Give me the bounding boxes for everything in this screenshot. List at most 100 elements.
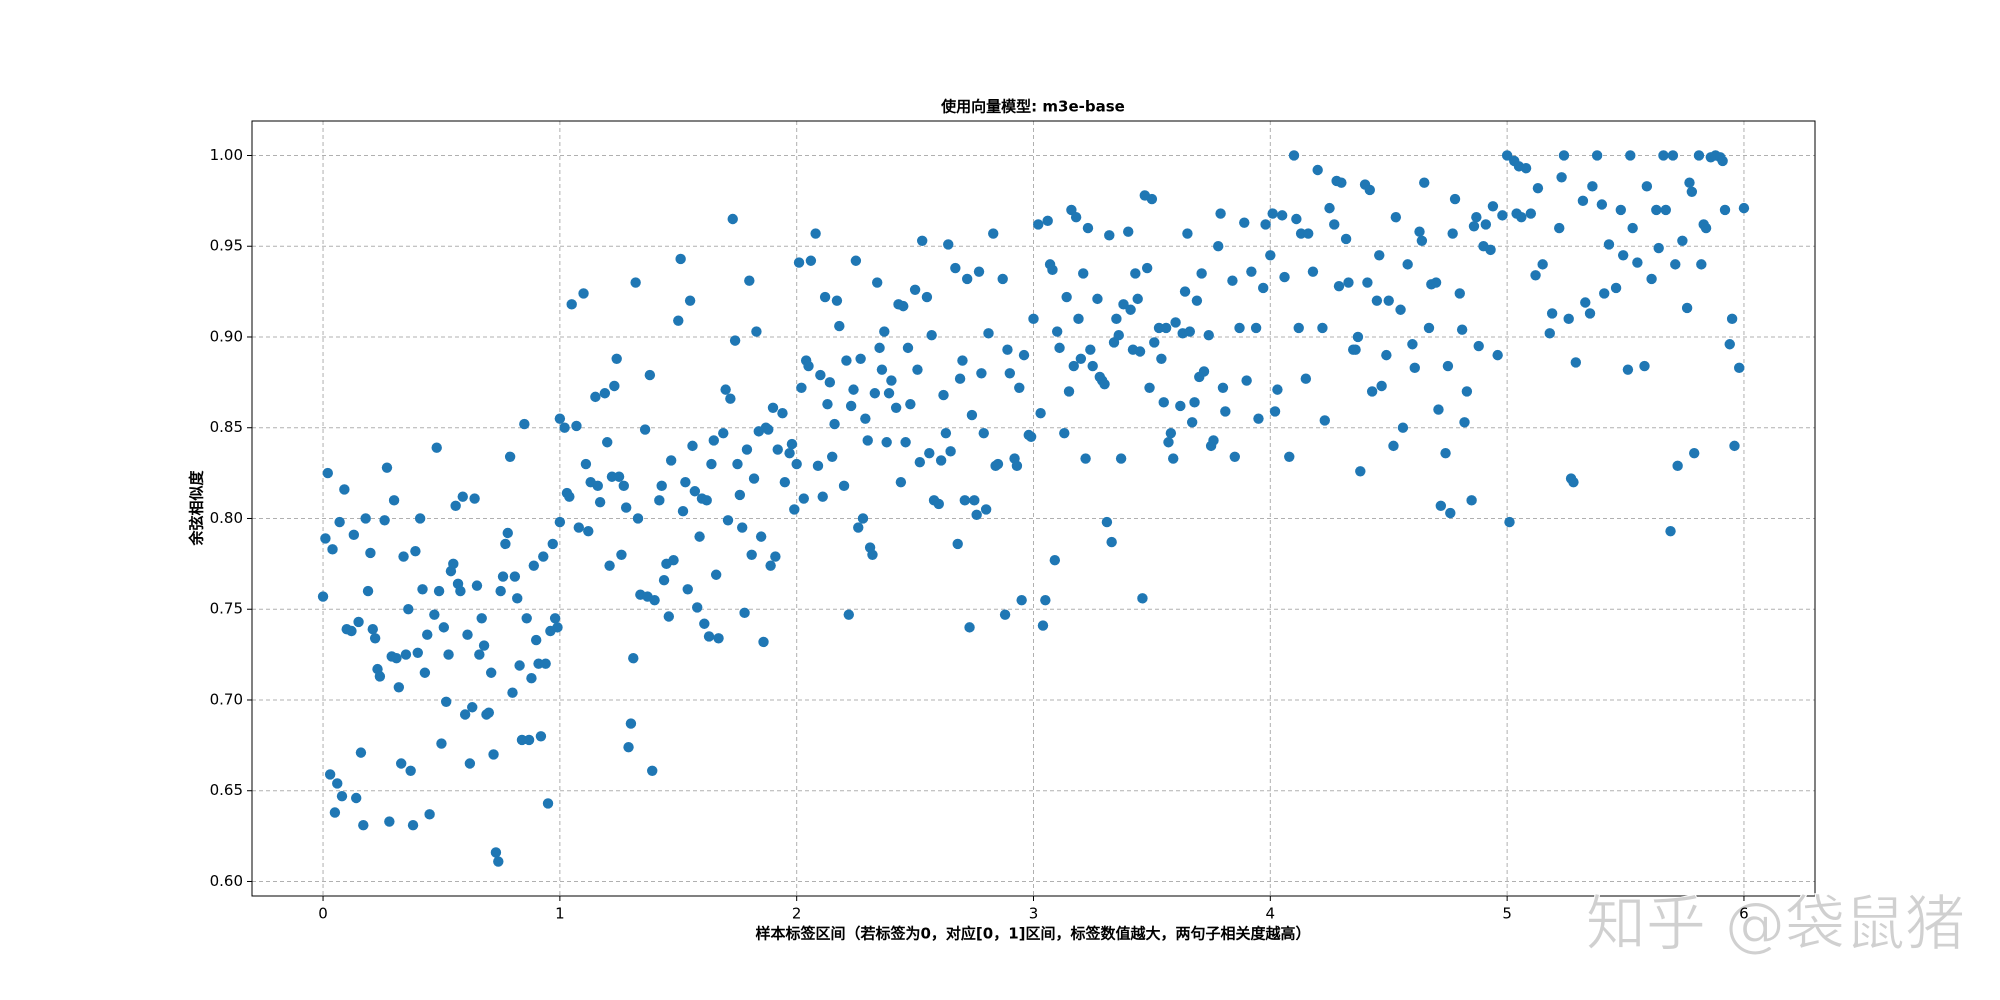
scatter-point <box>564 491 575 502</box>
scatter-point <box>1665 525 1676 537</box>
scatter-point <box>1156 353 1167 364</box>
scatter-point <box>1186 417 1198 428</box>
scatter-point <box>732 458 743 470</box>
scatter-point <box>1558 150 1570 161</box>
scatter-point <box>1051 326 1063 337</box>
scatter-point <box>462 629 473 640</box>
scatter-point <box>722 515 734 526</box>
scatter-point <box>1374 250 1385 261</box>
scatter-point <box>1684 177 1695 188</box>
scatter-point <box>412 647 423 658</box>
scatter-point <box>1191 295 1203 306</box>
scatter-point <box>1563 313 1574 325</box>
scatter-point <box>1080 453 1091 464</box>
scatter-point <box>895 476 907 488</box>
scatter-point <box>1366 386 1378 397</box>
scatter-point <box>744 275 755 286</box>
scatter-point <box>429 609 440 620</box>
scatter-point <box>1343 277 1354 288</box>
scatter-point <box>1729 440 1740 452</box>
scatter-point <box>1217 382 1229 394</box>
scatter-point <box>720 384 731 395</box>
scatter-point <box>791 458 802 470</box>
scatter-point <box>926 329 937 341</box>
scatter-point <box>1456 324 1468 335</box>
scatter-point <box>410 545 421 557</box>
scatter-point <box>713 633 724 644</box>
scatter-point <box>604 560 615 571</box>
scatter-point <box>1101 516 1113 528</box>
scatter-point <box>1487 201 1499 212</box>
scatter-point <box>528 560 540 571</box>
scatter-point <box>1042 215 1053 227</box>
scatter-point <box>1303 228 1314 239</box>
scatter-point <box>388 495 400 506</box>
scatter-point <box>786 438 798 450</box>
scatter-point <box>1163 437 1174 448</box>
plot-area <box>252 121 1815 896</box>
scatter-point <box>1395 304 1406 315</box>
scatter-point <box>549 613 561 624</box>
scatter-point <box>1726 313 1738 325</box>
scatter-point <box>1182 228 1193 239</box>
scatter-point <box>1078 268 1089 279</box>
scatter-point <box>751 326 762 337</box>
scatter-point <box>1641 181 1653 192</box>
scatter-point <box>855 353 866 364</box>
scatter-point <box>900 437 911 448</box>
scatter-point <box>1040 594 1051 606</box>
scatter-point <box>838 480 850 492</box>
scatter-point <box>450 500 461 511</box>
scatter-point <box>322 467 333 479</box>
scatter-point <box>741 444 753 455</box>
scatter-point <box>1734 362 1745 374</box>
scatter-point <box>1390 211 1402 223</box>
scatter-point <box>772 444 783 455</box>
scatter-point <box>369 633 381 644</box>
watermark: 知乎 @袋鼠猪 <box>1586 890 1965 960</box>
scatter-point <box>1168 453 1179 464</box>
scatter-point <box>997 273 1008 285</box>
scatter-point <box>1388 440 1399 452</box>
scatter-point <box>841 355 852 366</box>
scatter-point <box>1651 204 1662 216</box>
y-tick-label: 0.70 <box>210 690 243 708</box>
x-axis-label: 样本标签区间（若标签为0，对应[0，1]区间，标签数值越大，两句子相关度越高） <box>755 925 1310 943</box>
scatter-point <box>1577 195 1589 207</box>
scatter-point <box>867 549 878 560</box>
scatter-point <box>547 538 558 550</box>
scatter-point <box>1433 404 1444 415</box>
chart-title: 使用向量模型: m3e-base <box>940 98 1125 116</box>
scatter-point <box>1459 417 1470 428</box>
scatter-point <box>1158 397 1169 408</box>
scatter-point <box>1004 368 1016 379</box>
scatter-point <box>391 653 402 664</box>
scatter-point <box>1149 337 1160 348</box>
scatter-point <box>317 591 329 602</box>
scatter-point <box>980 504 992 515</box>
scatter-point <box>381 462 393 473</box>
scatter-point <box>1068 360 1079 372</box>
scatter-point <box>1288 150 1300 161</box>
scatter-point <box>1430 277 1442 288</box>
scatter-point <box>1501 150 1513 161</box>
scatter-point <box>1307 266 1319 277</box>
scatter-point <box>905 398 916 410</box>
scatter-point <box>602 437 613 448</box>
scatter-point <box>1336 177 1347 188</box>
scatter-point <box>999 609 1011 620</box>
scatter-point <box>1670 259 1681 270</box>
scatter-point <box>1276 210 1288 221</box>
scatter-point <box>455 585 466 597</box>
scatter-point <box>1409 362 1420 374</box>
scatter-point <box>1317 322 1328 334</box>
scatter-point <box>403 604 414 615</box>
scatter-point <box>1530 270 1541 281</box>
scatter-point <box>673 315 684 326</box>
scatter-point <box>606 471 618 482</box>
scatter-point <box>519 418 530 430</box>
scatter-point <box>1471 211 1482 223</box>
scatter-point <box>514 660 525 671</box>
scatter-point <box>1002 344 1013 355</box>
scatter-point <box>490 847 502 858</box>
